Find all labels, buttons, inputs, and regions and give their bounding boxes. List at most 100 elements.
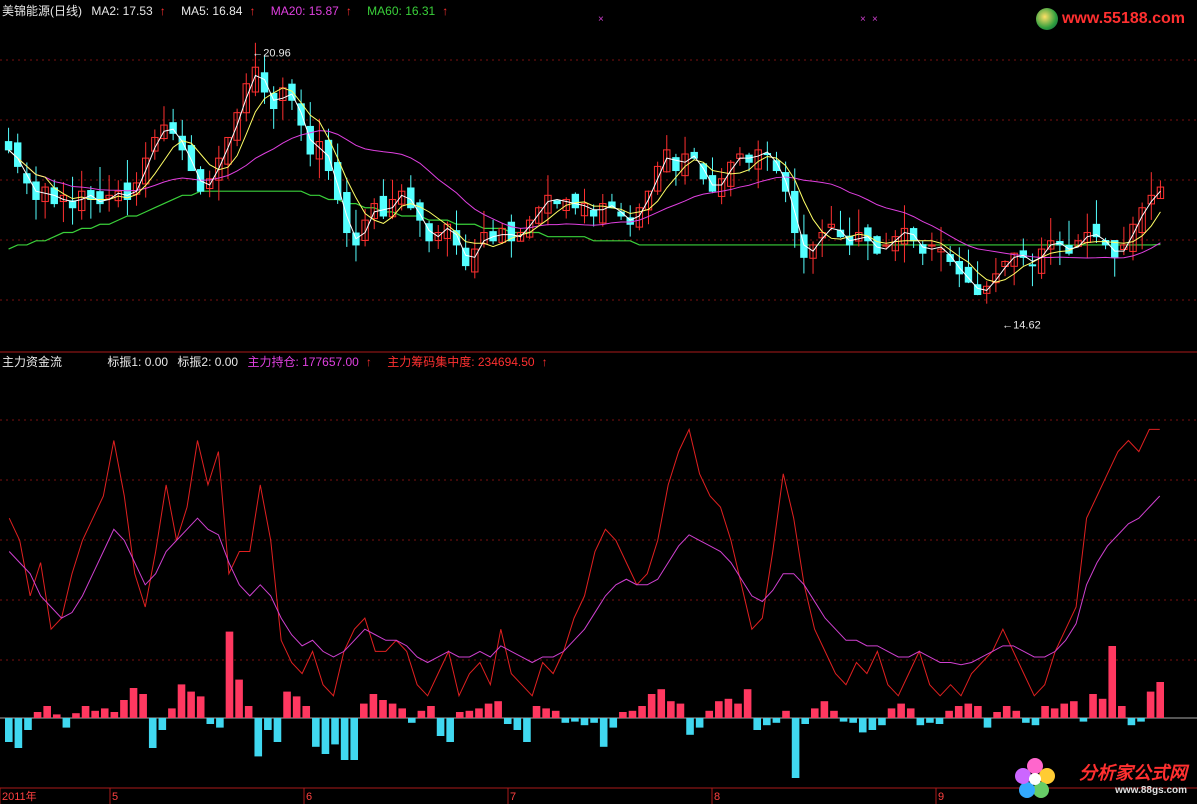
ma60-value: MA60: 16.31 — [367, 4, 436, 18]
candle-body — [800, 234, 808, 258]
flow-bar — [273, 718, 282, 742]
candle-body — [525, 219, 534, 238]
flow-bar — [407, 718, 416, 723]
flow-bar — [455, 712, 464, 718]
concentration-label: 主力筹码集中度: 234694.50 ↑ — [387, 355, 553, 369]
scale2-label: 标振2: 0.00 — [177, 355, 239, 369]
flow-bar — [734, 703, 742, 718]
flow-bar — [887, 708, 896, 718]
candle-body — [96, 191, 104, 205]
candle-body — [772, 160, 781, 172]
x-tick-label: 6 — [306, 791, 312, 803]
flow-bar — [513, 718, 522, 730]
holding-series — [8, 495, 1161, 666]
candle-body — [151, 136, 159, 152]
logo-88gs: 分析家公式网 www.88gs.com — [1079, 759, 1187, 796]
candle-body — [416, 202, 424, 221]
flow-bar — [14, 718, 23, 748]
flow-bar — [398, 708, 406, 718]
candle-body — [471, 248, 479, 273]
flow-bar — [599, 718, 608, 747]
holding-value: 主力持仓: 177657.00 — [247, 355, 359, 369]
flow-bar — [619, 712, 627, 718]
flow-bar — [283, 691, 291, 718]
flow-bar — [187, 691, 195, 718]
candle-body — [599, 203, 607, 224]
flow-bar — [206, 718, 215, 724]
flow-bar — [609, 718, 618, 728]
flow-bar — [350, 718, 359, 760]
candle-body — [1111, 240, 1119, 258]
flow-bar — [906, 708, 915, 718]
flow-bar — [196, 696, 205, 718]
flow-bar — [715, 701, 723, 718]
flow-bar — [264, 718, 272, 730]
flow-bar — [225, 631, 234, 718]
flow-bar — [964, 703, 973, 718]
ma20-label: MA20: 15.87 ↑ — [271, 4, 358, 18]
flow-bar — [868, 718, 877, 730]
flow-bar — [916, 718, 925, 726]
flow-bar — [1079, 718, 1088, 722]
flow-bar — [1089, 694, 1097, 718]
arrow-icon: ↑ — [159, 4, 166, 18]
flow-bar — [1012, 710, 1021, 718]
flow-bar — [897, 703, 905, 718]
flow-bar — [427, 706, 435, 718]
candle-body — [361, 219, 369, 241]
flow-bar — [820, 701, 829, 718]
candle-body — [708, 175, 717, 192]
candle-body — [1037, 248, 1046, 274]
flow-bar — [686, 718, 694, 735]
flow-bar — [292, 696, 301, 718]
candle-body — [855, 232, 863, 242]
flow-bar — [724, 698, 733, 718]
flow-bar — [1041, 706, 1049, 718]
flow-bars — [5, 631, 1164, 778]
candle-body — [1010, 252, 1018, 267]
flow-bar — [503, 718, 512, 724]
flow-bar — [100, 708, 109, 718]
flow-bar — [657, 689, 666, 718]
candle-body — [397, 190, 406, 205]
flow-bar — [858, 718, 867, 733]
candle-body — [1138, 207, 1146, 234]
holding-label: 主力持仓: 177657.00 ↑ — [247, 355, 377, 369]
flow-bar — [475, 708, 483, 718]
flow-bar — [369, 694, 378, 718]
candle-body — [507, 221, 516, 242]
candle-body — [379, 195, 388, 217]
logo-88gs-url: www.88gs.com — [1115, 785, 1187, 796]
flow-bar — [62, 718, 71, 728]
arrow-icon: ↑ — [442, 4, 449, 18]
flow-bar — [110, 712, 119, 718]
ma5-label: MA5: 16.84 ↑ — [181, 4, 261, 18]
flow-bar — [801, 718, 809, 724]
grid-lines — [0, 59, 1197, 789]
candle-body — [306, 125, 314, 155]
flow-bar — [379, 700, 387, 718]
flow-bar — [120, 700, 128, 718]
candle-body — [672, 157, 680, 172]
flow-bar — [1098, 698, 1107, 718]
flow-bar — [695, 718, 704, 728]
arrow-icon: ↑ — [345, 4, 352, 18]
flow-bar — [753, 718, 762, 730]
flow-bar — [580, 718, 589, 726]
candle-body — [864, 227, 872, 242]
flow-bar — [158, 718, 167, 730]
flow-bar — [5, 718, 13, 742]
arrow-icon: ↑ — [365, 355, 372, 369]
flow-bar — [647, 694, 656, 718]
flow-bar — [667, 701, 675, 718]
flow-bar — [1156, 682, 1164, 718]
flow-bar — [360, 703, 368, 718]
candle-body — [333, 162, 342, 200]
candle-body — [562, 198, 570, 212]
indicator-name: 主力资金流 — [2, 355, 63, 369]
candle-body — [242, 83, 250, 114]
flow-bar — [782, 710, 790, 718]
logo-55188-text: www.55188.com — [1061, 10, 1185, 28]
ma-lines — [8, 74, 1161, 291]
flower-logo-icon — [1015, 758, 1055, 798]
